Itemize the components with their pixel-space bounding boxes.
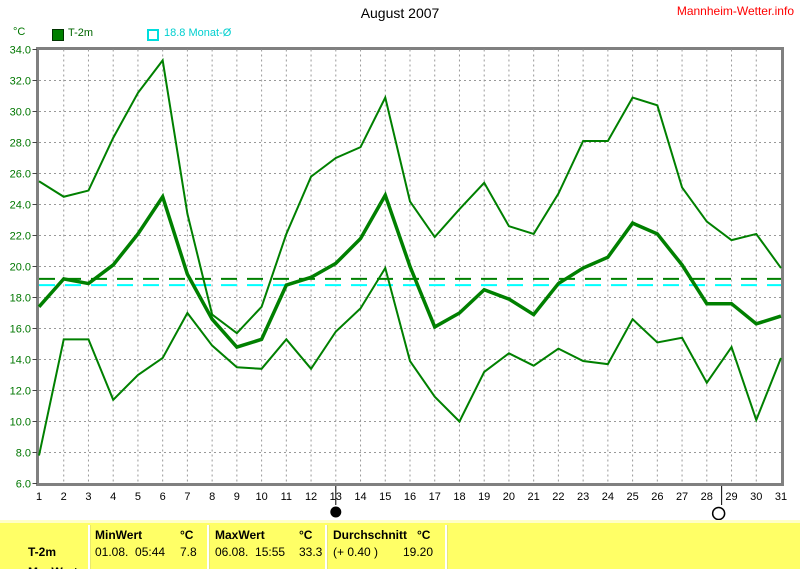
svg-text:20: 20 <box>503 491 515 503</box>
svg-text:10: 10 <box>255 491 267 503</box>
svg-text:25: 25 <box>626 491 638 503</box>
svg-text:30: 30 <box>750 491 762 503</box>
svg-text:10.0: 10.0 <box>10 417 31 429</box>
max-datetime: 06.08. 15:55 <box>215 545 286 559</box>
plot-frame <box>36 47 784 486</box>
svg-text:24: 24 <box>602 491 614 503</box>
stats-table: MinWert °C MaxWert °C Durchschnitt °C T-… <box>0 520 800 569</box>
svg-text:6.0: 6.0 <box>16 479 31 491</box>
svg-text:34.0: 34.0 <box>10 45 31 57</box>
table-separator <box>445 525 448 569</box>
monthly-average-legend-label: 18.8 Monat-Ø <box>164 27 232 39</box>
svg-text:3: 3 <box>85 491 91 503</box>
svg-text:23: 23 <box>577 491 589 503</box>
svg-text:21: 21 <box>528 491 540 503</box>
durchschnitt-header: Durchschnitt <box>333 528 408 542</box>
svg-text:12: 12 <box>305 491 317 503</box>
site-link[interactable]: Mannheim-Wetter.info <box>676 4 794 18</box>
svg-text:26.0: 26.0 <box>10 169 31 181</box>
monthly-average-legend-swatch <box>147 29 159 41</box>
svg-text:4: 4 <box>110 491 116 503</box>
svg-text:30.0: 30.0 <box>10 107 31 119</box>
avg-value: 19.20 <box>403 545 434 559</box>
svg-text:9: 9 <box>234 491 240 503</box>
page-title: August 2007 <box>360 5 440 21</box>
svg-text:19: 19 <box>478 491 490 503</box>
maxwert-header: MaxWert <box>215 528 265 542</box>
temperature-line-chart: 34.032.030.028.026.024.022.020.018.016.0… <box>10 45 787 520</box>
durchschnitt-unit: °C <box>417 528 431 542</box>
svg-text:22: 22 <box>552 491 564 503</box>
svg-text:24.0: 24.0 <box>10 200 31 212</box>
svg-text:8: 8 <box>209 491 215 503</box>
t2m-legend-label: T-2m <box>68 27 94 39</box>
svg-text:2: 2 <box>61 491 67 503</box>
svg-text:20.0: 20.0 <box>10 262 31 274</box>
max-value: 33.3 <box>299 545 323 559</box>
svg-text:17: 17 <box>429 491 441 503</box>
table-separator <box>325 525 328 569</box>
full-moon-icon <box>711 486 726 520</box>
min-datetime: 01.08. 05:44 <box>95 545 166 559</box>
series-min <box>38 265 782 456</box>
svg-text:29: 29 <box>725 491 737 503</box>
svg-text:28.0: 28.0 <box>10 138 31 150</box>
svg-text:16: 16 <box>404 491 416 503</box>
svg-text:6: 6 <box>160 491 166 503</box>
t2m-legend-swatch <box>52 29 64 41</box>
new-moon-icon <box>330 486 342 518</box>
svg-text:15: 15 <box>379 491 391 503</box>
svg-text:11: 11 <box>281 491 292 503</box>
y-axis-unit-label: °C <box>13 26 26 38</box>
svg-text:5: 5 <box>135 491 141 503</box>
svg-text:12.0: 12.0 <box>10 386 31 398</box>
minwert-unit: °C <box>180 528 194 542</box>
svg-text:22.0: 22.0 <box>10 231 31 243</box>
svg-text:28: 28 <box>701 491 713 503</box>
row-label-t2m: T-2m <box>28 545 57 559</box>
svg-text:31: 31 <box>775 491 787 503</box>
min-value: 7.8 <box>180 545 197 559</box>
svg-text:16.0: 16.0 <box>10 324 31 336</box>
table-separator <box>207 525 210 569</box>
svg-text:18.0: 18.0 <box>10 293 31 305</box>
maxwert-unit: °C <box>299 528 313 542</box>
svg-text:7: 7 <box>184 491 190 503</box>
svg-text:18: 18 <box>453 491 465 503</box>
svg-text:14.0: 14.0 <box>10 355 31 367</box>
avg-anomaly: (+ 0.40 ) <box>333 545 379 559</box>
svg-text:32.0: 32.0 <box>10 76 31 88</box>
series-max <box>38 57 782 335</box>
svg-text:1: 1 <box>36 491 42 503</box>
y-axis-labels: 34.0 32.0 30.0 28.0 26.0 24.0 22.0 20.0 18.0 16.0… <box>10 45 37 491</box>
minwert-header: MinWert <box>95 528 143 542</box>
x-axis-labels: 1 2 3 4 5 6 7 8 9 10 11 12 13 14 15 16 17 18 19 20 21 22 23 24 2… <box>36 491 787 503</box>
table-separator <box>88 525 91 569</box>
svg-text:27: 27 <box>676 491 688 503</box>
svg-text:8.0: 8.0 <box>16 448 31 460</box>
svg-text:26: 26 <box>651 491 663 503</box>
svg-text:14: 14 <box>354 491 366 503</box>
next-row-label-partial: MaxWert <box>28 565 78 569</box>
series-mean <box>37 190 782 350</box>
